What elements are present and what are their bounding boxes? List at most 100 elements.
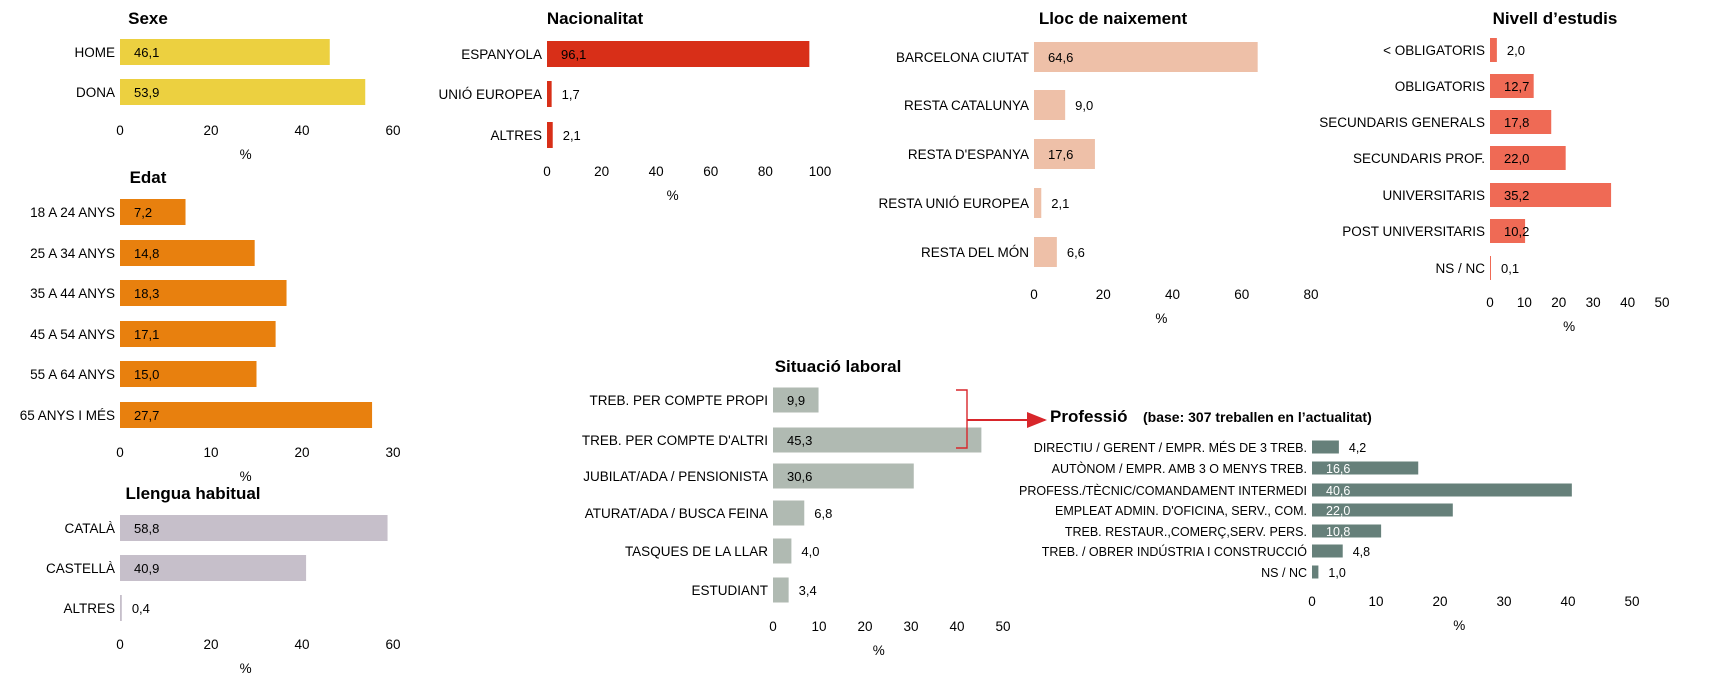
bar-lloc-4 <box>1034 237 1057 267</box>
tick-label-estudis-3: 30 <box>1586 295 1601 310</box>
tick-label-estudis-2: 20 <box>1551 295 1566 310</box>
axis-unit-lloc: % <box>1155 311 1167 326</box>
data-label-situacio-1: 45,3 <box>787 433 812 448</box>
category-label-professio-0: DIRECTIU / GERENT / EMPR. MÉS DE 3 TREB. <box>1034 440 1307 455</box>
bar-situacio-5 <box>773 577 789 603</box>
category-label-situacio-1: TREB. PER COMPTE D'ALTRI <box>582 433 768 448</box>
data-label-estudis-1: 12,7 <box>1504 79 1529 94</box>
bar-edat-5 <box>120 402 373 428</box>
data-label-lloc-0: 64,6 <box>1048 50 1073 65</box>
data-label-professio-4: 10,8 <box>1326 525 1350 539</box>
chart-title-sexe: Sexe <box>128 9 168 28</box>
bar-edat-1 <box>120 240 255 266</box>
category-label-estudis-2: SECUNDARIS GENERALS <box>1319 115 1485 130</box>
chart-edat: Edat 18 A 24 ANYS 7,2 25 A 34 ANYS 14,8 35 A … <box>20 168 401 484</box>
tick-label-situacio-1: 10 <box>811 619 826 634</box>
data-label-estudis-4: 35,2 <box>1504 188 1529 203</box>
data-label-llengua-2: 0,4 <box>132 601 150 616</box>
category-label-situacio-4: TASQUES DE LA LLAR <box>625 544 768 559</box>
bar-situacio-3 <box>773 500 805 526</box>
data-label-nacionalitat-1: 1,7 <box>562 87 580 102</box>
category-label-estudis-4: UNIVERSITARIS <box>1382 188 1485 203</box>
chart-llengua: Llengua habitual CATALÀ 58,8 CASTELLÀ 40,9 AL… <box>46 484 401 675</box>
chart-sexe: Sexe HOME 46,1 DONA 53,9 0 20 40 60% <box>75 9 401 162</box>
bar-estudis-0 <box>1490 38 1497 62</box>
bar-professio-5 <box>1312 544 1343 558</box>
bar-lloc-0 <box>1034 42 1258 72</box>
axis-unit-estudis: % <box>1563 319 1575 334</box>
category-label-nacionalitat-1: UNIÓ EUROPEA <box>438 87 542 102</box>
category-label-professio-4: TREB. RESTAUR.,COMERÇ,SERV. PERS. <box>1065 525 1307 539</box>
tick-label-professio-5: 50 <box>1624 594 1639 609</box>
data-label-professio-3: 22,0 <box>1326 504 1350 518</box>
data-label-edat-5: 27,7 <box>134 408 159 423</box>
tick-label-lloc-1: 20 <box>1096 287 1111 302</box>
category-label-professio-2: PROFESS./TÈCNIC/COMANDAMENT INTERMEDI <box>1019 483 1307 498</box>
tick-label-nacionalitat-2: 40 <box>649 164 664 179</box>
tick-label-professio-3: 30 <box>1496 594 1511 609</box>
bar-estudis-6 <box>1490 256 1491 280</box>
tick-label-sexe-2: 40 <box>294 123 309 138</box>
bar-estudis-2 <box>1490 110 1552 134</box>
bar-professio-3 <box>1312 503 1453 517</box>
data-label-estudis-5: 10,2 <box>1504 224 1529 239</box>
data-label-sexe-0: 46,1 <box>134 45 159 60</box>
category-label-estudis-5: POST UNIVERSITARIS <box>1342 224 1485 239</box>
data-label-situacio-2: 30,6 <box>787 469 812 484</box>
tick-label-nacionalitat-4: 80 <box>758 164 773 179</box>
bar-professio-6 <box>1312 565 1319 579</box>
tick-label-edat-3: 30 <box>385 445 400 460</box>
chart-title-professio: Professió <box>1050 407 1127 426</box>
bar-nacionalitat-0 <box>547 41 810 67</box>
category-label-professio-3: EMPLEAT ADMIN. D'OFICINA, SERV., COM. <box>1055 504 1307 518</box>
tick-label-sexe-0: 0 <box>116 123 124 138</box>
category-label-situacio-5: ESTUDIANT <box>691 583 768 598</box>
tick-label-estudis-4: 40 <box>1620 295 1635 310</box>
data-label-lloc-4: 6,6 <box>1067 245 1085 260</box>
data-label-lloc-2: 17,6 <box>1048 147 1073 162</box>
bar-situacio-1 <box>773 427 982 453</box>
tick-label-edat-0: 0 <box>116 445 124 460</box>
chart-title-llengua: Llengua habitual <box>125 484 260 503</box>
data-label-professio-0: 4,2 <box>1349 441 1366 455</box>
chart-title-lloc: Lloc de naixement <box>1039 9 1188 28</box>
axis-unit-professio: % <box>1453 618 1465 633</box>
chart-title-situacio: Situació laboral <box>775 357 902 376</box>
bar-sexe-0 <box>120 39 330 65</box>
tick-label-situacio-4: 40 <box>949 619 964 634</box>
bar-lloc-3 <box>1034 188 1042 218</box>
bar-situacio-2 <box>773 463 914 489</box>
bar-llengua-2 <box>120 595 122 621</box>
bar-edat-4 <box>120 361 257 387</box>
bar-lloc-1 <box>1034 90 1066 120</box>
data-label-llengua-0: 58,8 <box>134 521 159 536</box>
tick-label-nacionalitat-5: 100 <box>809 164 832 179</box>
bar-estudis-1 <box>1490 74 1534 98</box>
data-label-professio-1: 16,6 <box>1326 462 1350 476</box>
tick-label-situacio-3: 30 <box>903 619 918 634</box>
bar-llengua-0 <box>120 515 388 541</box>
chart-subtitle-professio: (base: 307 treballen en l’actualitat) <box>1143 409 1372 425</box>
data-label-sexe-1: 53,9 <box>134 85 159 100</box>
bar-estudis-3 <box>1490 146 1566 170</box>
chart-estudis: Nivell d’estudis < OBLIGATORIS 2,0 OBLIGATO… <box>1319 9 1669 334</box>
tick-label-sexe-1: 20 <box>203 123 218 138</box>
data-label-estudis-2: 17,8 <box>1504 115 1529 130</box>
chart-situacio: Situació laboral TREB. PER COMPTE PROPI 9,… <box>582 357 1011 658</box>
tick-label-llengua-0: 0 <box>116 637 124 652</box>
category-label-estudis-1: OBLIGATORIS <box>1395 79 1485 94</box>
data-label-lloc-3: 2,1 <box>1051 196 1069 211</box>
axis-unit-nacionalitat: % <box>667 188 679 203</box>
tick-label-estudis-0: 0 <box>1486 295 1494 310</box>
category-label-edat-4: 55 A 64 ANYS <box>30 367 115 382</box>
chart-title-estudis: Nivell d’estudis <box>1493 9 1618 28</box>
category-label-edat-1: 25 A 34 ANYS <box>30 246 115 261</box>
data-label-professio-5: 4,8 <box>1353 545 1370 559</box>
category-label-lloc-0: BARCELONA CIUTAT <box>896 50 1029 65</box>
tick-label-situacio-2: 20 <box>857 619 872 634</box>
category-label-lloc-1: RESTA CATALUNYA <box>904 98 1029 113</box>
category-label-llengua-2: ALTRES <box>63 601 115 616</box>
tick-label-situacio-5: 50 <box>995 619 1010 634</box>
tick-label-lloc-0: 0 <box>1030 287 1038 302</box>
bar-estudis-5 <box>1490 219 1526 243</box>
